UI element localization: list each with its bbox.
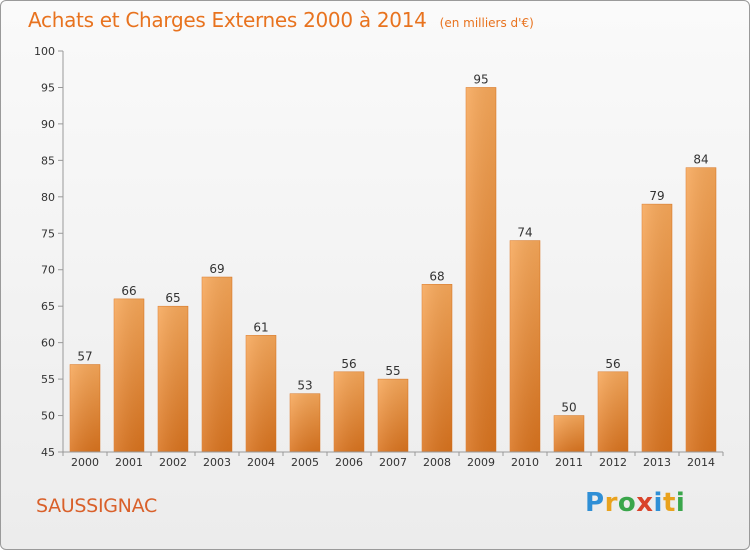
bar-shade — [334, 371, 364, 452]
x-tick-label: 2009 — [467, 456, 495, 469]
logo-letter: x — [636, 488, 654, 518]
bar-shade — [642, 204, 672, 452]
y-tick-label: 50 — [41, 410, 55, 423]
chart-unit: (en milliers d'€) — [439, 16, 534, 30]
x-tick-label: 2010 — [511, 456, 539, 469]
y-tick-label: 85 — [41, 154, 55, 167]
x-tick-label: 2001 — [115, 456, 143, 469]
logo-letter: t — [662, 488, 676, 518]
x-tick-label: 2002 — [159, 456, 187, 469]
bar-shade — [686, 167, 716, 452]
bars: 57 66 65 69 61 53 56 55 68 95 74 50 56 79 84 — [69, 72, 717, 453]
x-tick-label: 2003 — [203, 456, 231, 469]
y-tick-label: 90 — [41, 118, 55, 131]
chart-title: Achats et Charges Externes 2000 à 2014 — [28, 8, 427, 32]
x-tick-label: 2007 — [379, 456, 407, 469]
y-axis: 45 50 55 60 65 70 75 80 85 90 95 100 — [34, 45, 64, 459]
bar-value-label: 50 — [561, 401, 576, 415]
bar-value-label: 74 — [517, 226, 532, 240]
bar-shade — [246, 335, 276, 452]
y-tick-label: 75 — [41, 227, 55, 240]
x-tick-label: 2012 — [599, 456, 627, 469]
y-tick-label: 55 — [41, 373, 55, 386]
bar-shade — [510, 240, 540, 452]
bar-shade — [378, 379, 408, 452]
commune-name: SAUSSIGNAC — [36, 495, 157, 517]
y-tick-label: 80 — [41, 191, 55, 204]
bar-value-label: 61 — [253, 320, 268, 334]
y-tick-label: 70 — [41, 264, 55, 277]
x-axis: 2000 2001 2002 2003 2004 2005 2006 2007 2008 2009… — [62, 451, 724, 469]
bar-shade — [466, 87, 496, 453]
bar-value-label: 66 — [121, 284, 136, 298]
bar-value-label: 55 — [385, 364, 400, 378]
bar-value-label: 84 — [693, 153, 708, 167]
bar-value-label: 95 — [473, 72, 488, 86]
bar-value-label: 69 — [209, 262, 224, 276]
bar-shade — [422, 284, 452, 452]
x-tick-label: 2011 — [555, 456, 583, 469]
bar-shade — [114, 298, 144, 452]
y-tick-label: 65 — [41, 300, 55, 313]
y-tick-label: 60 — [41, 337, 55, 350]
x-tick-label: 2005 — [291, 456, 319, 469]
logo-letter: i — [653, 488, 663, 518]
x-tick-label: 2006 — [335, 456, 363, 469]
title-row: Achats et Charges Externes 2000 à 2014 (… — [28, 8, 534, 32]
logo-letter: i — [675, 488, 686, 518]
bar-value-label: 53 — [297, 379, 312, 393]
logo-letter: o — [617, 488, 637, 518]
y-tick-label: 95 — [41, 81, 55, 94]
x-tick-label: 2008 — [423, 456, 451, 469]
x-tick-label: 2013 — [643, 456, 671, 469]
proxiti-logo: Proxiti — [585, 488, 685, 518]
logo-letter: r — [604, 488, 618, 518]
x-tick-label: 2000 — [71, 456, 99, 469]
bar-value-label: 65 — [165, 291, 180, 305]
bar-value-label: 57 — [77, 350, 92, 364]
bar-value-label: 79 — [649, 189, 664, 203]
bar-shade — [598, 371, 628, 452]
bar-shade — [554, 415, 584, 452]
y-tick-label: 45 — [41, 446, 55, 459]
x-tick-label: 2014 — [687, 456, 715, 469]
bar-value-label: 56 — [341, 357, 356, 371]
x-tick-label: 2004 — [247, 456, 275, 469]
bar-value-label: 68 — [429, 269, 444, 283]
bar-shade — [202, 277, 232, 452]
logo-letter: P — [585, 488, 605, 518]
bar-value-label: 56 — [605, 357, 620, 371]
bar-shade — [290, 393, 320, 452]
y-tick-label: 100 — [34, 45, 55, 58]
bar-shade — [158, 306, 188, 452]
bar-shade — [70, 364, 100, 452]
